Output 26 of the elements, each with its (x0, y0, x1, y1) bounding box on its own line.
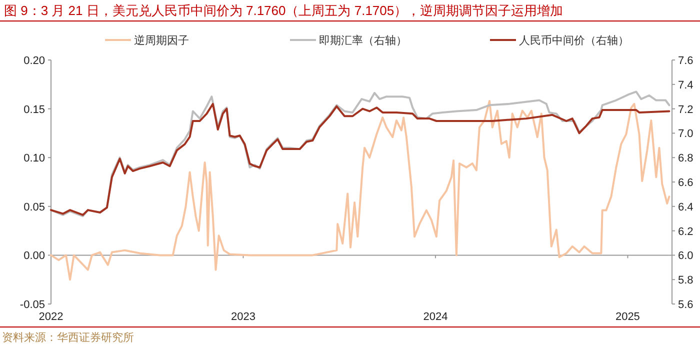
legend-label: 逆周期因子 (134, 34, 189, 47)
y-tick-label: 0.20 (24, 55, 45, 67)
chart-title: 图 9：3 月 21 日，美元兑人民币中间价为 7.1760（上周五为 7.1705），逆周期调节因子运用增加 (4, 3, 564, 18)
y2-tick-label: 6.0 (678, 250, 694, 262)
y2-tick-label: 7.2 (678, 104, 694, 116)
y2-tick-label: 5.6 (678, 299, 694, 311)
x-tick-label: 2022 (38, 311, 64, 323)
y-tick-label: -0.05 (20, 299, 45, 311)
y2-tick-label: 7.4 (678, 79, 694, 92)
legend-label: 即期汇率（右轴） (319, 34, 407, 47)
text: 资料来源：华西证券研究所 (2, 331, 134, 344)
y-tick-label: 0.00 (24, 250, 45, 262)
x-tick-label: 2023 (230, 311, 256, 323)
y2-tick-label: 7.0 (678, 128, 694, 140)
y2-tick-label: 6.4 (678, 201, 694, 214)
y2-tick-label: 5.8 (678, 274, 694, 287)
y-tick-label: 0.10 (24, 152, 45, 165)
y2-tick-label: 6.6 (678, 177, 694, 189)
y-tick-label: 0.15 (24, 104, 45, 116)
y2-tick-label: 6.8 (678, 152, 694, 165)
x-tick-label: 2024 (423, 311, 448, 323)
y2-tick-label: 6.2 (678, 226, 694, 238)
y-tick-label: 0.05 (24, 201, 45, 214)
x-tick-label: 2025 (615, 311, 640, 323)
legend-label: 人民币中间价（右轴） (519, 34, 629, 47)
y2-tick-label: 7.6 (678, 55, 694, 67)
